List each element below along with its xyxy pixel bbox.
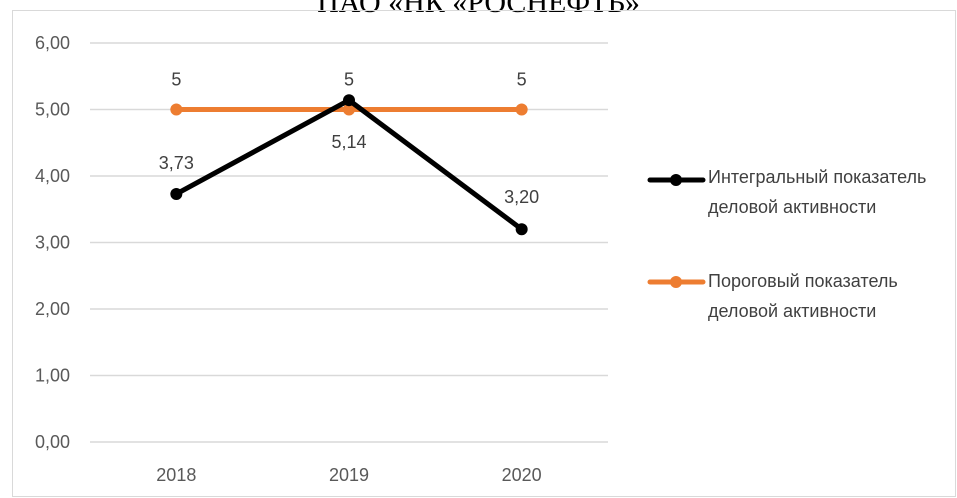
chart-frame bbox=[12, 10, 956, 497]
y-tick-label: 2,00 bbox=[35, 299, 70, 319]
y-tick-label: 0,00 bbox=[35, 432, 70, 452]
data-label: 5,14 bbox=[331, 132, 366, 152]
legend-label-threshold: Пороговый показатель деловой активности bbox=[708, 271, 898, 321]
legend-markers bbox=[647, 174, 706, 288]
x-tick-label: 2018 bbox=[156, 465, 196, 485]
y-tick-label: 3,00 bbox=[35, 233, 70, 253]
data-point bbox=[343, 94, 355, 107]
data-point bbox=[515, 103, 528, 116]
data-point bbox=[170, 103, 183, 116]
legend-label-integral: Интегральный показатель деловой активнос… bbox=[708, 167, 927, 217]
data-label: 3,20 bbox=[504, 187, 539, 207]
y-tick-label: 1,00 bbox=[35, 366, 70, 386]
x-tick-label: 2020 bbox=[502, 465, 542, 485]
y-tick-label: 4,00 bbox=[35, 166, 70, 186]
data-label: 5 bbox=[344, 70, 354, 90]
data-label: 5 bbox=[517, 70, 527, 90]
y-tick-label: 5,00 bbox=[35, 100, 70, 120]
data-labels: 3,73 5,14 3,20 5 5 5 bbox=[159, 70, 539, 208]
series-line bbox=[173, 97, 525, 232]
series-lines bbox=[170, 94, 528, 236]
legend-marker bbox=[670, 174, 682, 186]
data-label: 3,73 bbox=[159, 153, 194, 173]
data-point bbox=[343, 103, 355, 116]
y-axis-tick-labels: 0,00 1,00 2,00 3,00 4,00 5,00 6,00 bbox=[35, 33, 70, 452]
legend-marker bbox=[670, 276, 682, 288]
chart-title: ПАО «НК «РОСНЕФТЬ» bbox=[317, 0, 640, 19]
x-tick-label: 2019 bbox=[329, 465, 369, 485]
y-tick-label: 6,00 bbox=[35, 33, 70, 53]
data-label: 5 bbox=[171, 70, 181, 90]
data-point bbox=[170, 187, 183, 200]
data-point bbox=[515, 223, 528, 236]
x-axis-tick-labels: 2018 2019 2020 bbox=[156, 465, 541, 485]
